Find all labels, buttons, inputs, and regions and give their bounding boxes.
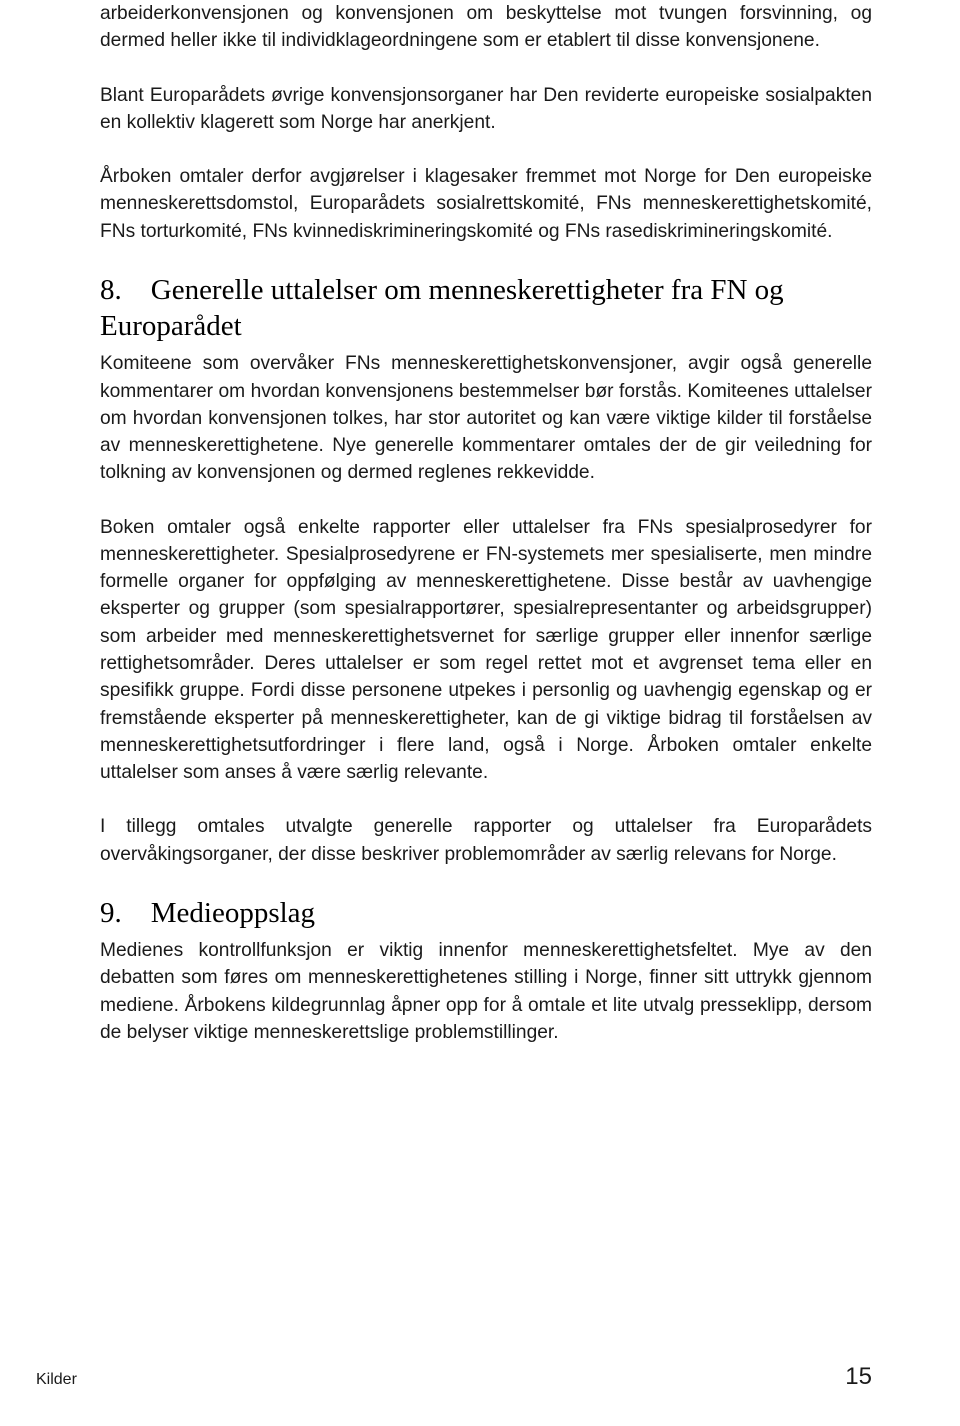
section-heading-9: 9. Medieoppslag [100,895,872,931]
section-heading-8: 8. Generelle uttalelser om menneskeretti… [100,272,872,345]
page-container: arbeiderkonvensjonen og konvensjonen om … [0,0,960,1426]
paragraph: Boken omtaler også enkelte rapporter ell… [100,514,872,787]
footer-page-number: 15 [845,1363,872,1391]
paragraph: I tillegg omtales utvalgte generelle rap… [100,813,872,868]
paragraph: Blant Europarådets øvrige konvensjonsorg… [100,82,872,137]
paragraph: arbeiderkonvensjonen og konvensjonen om … [100,0,872,55]
paragraph: Årboken omtaler derfor avgjørelser i kla… [100,163,872,245]
page-footer: Kilder 15 [0,1363,960,1391]
footer-section-label: Kilder [36,1371,77,1389]
paragraph: Medienes kontrollfunksjon er viktig inne… [100,937,872,1046]
paragraph: Komiteene som overvåker FNs menneskerett… [100,350,872,486]
